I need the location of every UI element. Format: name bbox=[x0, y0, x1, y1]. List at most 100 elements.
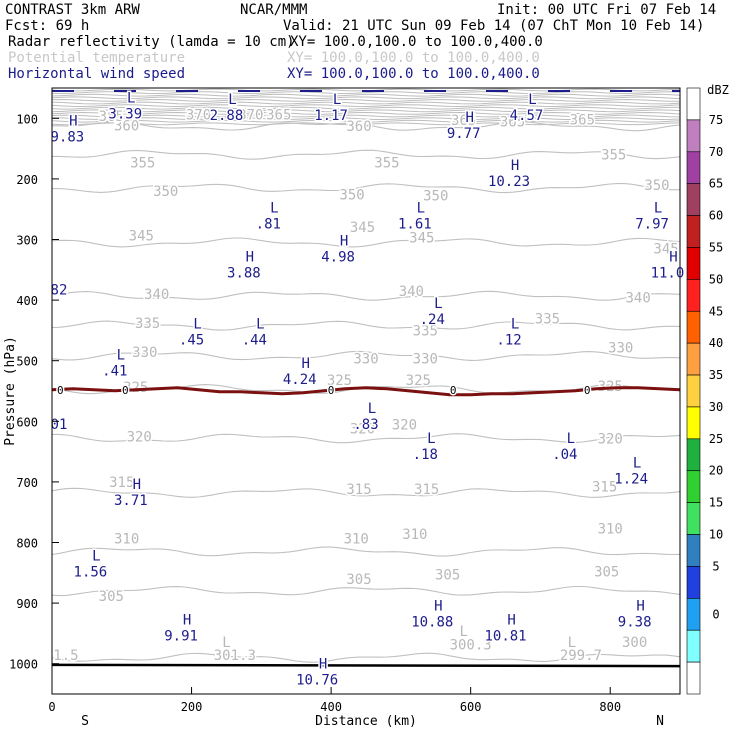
theta-label: 345 bbox=[409, 231, 434, 247]
y-tick-label: 1000 bbox=[9, 658, 38, 672]
colorbar-swatch bbox=[686, 342, 701, 376]
wind-extremum-type: H bbox=[465, 110, 473, 126]
colorbar-level: 65 bbox=[709, 177, 723, 191]
theta-label: 305 bbox=[435, 568, 460, 584]
theta-label: 305 bbox=[99, 589, 124, 605]
wind-extremum-value: 9.77 bbox=[447, 126, 481, 142]
wind-extremum-type: L bbox=[117, 348, 125, 364]
wind-extremum-value: 10.76 bbox=[296, 673, 338, 689]
theta-label: 315 bbox=[592, 480, 617, 496]
colorbar-level: 10 bbox=[709, 528, 723, 542]
theta-label: 320 bbox=[127, 429, 152, 445]
header-center: NCAR/MMM bbox=[240, 2, 308, 18]
x-tick-label: 0 bbox=[48, 700, 55, 714]
wind-extremum-value: 4.98 bbox=[321, 250, 355, 266]
y-tick-label: 800 bbox=[16, 537, 38, 551]
theta-contour-310 bbox=[51, 546, 681, 557]
colorbar-level: 20 bbox=[709, 464, 723, 478]
wind-extremum-type: L bbox=[654, 200, 662, 216]
colorbar-level: 15 bbox=[709, 496, 723, 510]
y-tick-label: 100 bbox=[16, 112, 38, 126]
colorbar-level: 30 bbox=[709, 400, 723, 414]
field-reflectivity-label: Radar reflectivity (lamda = 10 cm) bbox=[8, 34, 295, 50]
theta-label: 315 bbox=[109, 475, 134, 491]
theta-label: 330 bbox=[608, 340, 633, 356]
wind-extremum-type: L bbox=[511, 317, 519, 333]
colorbar-swatch bbox=[686, 183, 701, 216]
wind-extremum-type: H bbox=[511, 158, 519, 174]
wind-extremum-type: H bbox=[69, 114, 77, 130]
colorbar-swatch bbox=[686, 374, 701, 408]
theta-label: 325 bbox=[123, 380, 148, 396]
theta-contour-345 bbox=[51, 237, 681, 248]
colorbar-level: 45 bbox=[709, 304, 723, 318]
x-end-label-north: N bbox=[656, 714, 664, 729]
colorbar-swatch bbox=[686, 215, 701, 248]
wind-extremum-value: .04 bbox=[552, 447, 577, 463]
wind-extremum-value: 10.88 bbox=[411, 614, 453, 630]
wind-extremum-value: 1.17 bbox=[314, 108, 348, 124]
y-tick-label: 300 bbox=[16, 234, 38, 248]
wind-extremum-value: 10.23 bbox=[488, 174, 530, 190]
x-end-label-south: S bbox=[81, 714, 89, 729]
wind-extremum-value: .81 bbox=[256, 216, 281, 232]
x-tick-label: 600 bbox=[460, 700, 482, 714]
wind-extremum-type: L bbox=[333, 92, 341, 108]
wind-extremum-type: L bbox=[92, 549, 100, 565]
theta-contour-305 bbox=[51, 585, 681, 597]
theta-label: 345 bbox=[350, 220, 375, 236]
theta-label: 345 bbox=[653, 242, 678, 258]
freezing-level-contour bbox=[51, 386, 681, 397]
colorbar-level: 35 bbox=[709, 368, 723, 382]
wind-extremum-type: L bbox=[434, 296, 442, 312]
wind-extremum-value: .41 bbox=[102, 364, 127, 380]
theta-contour-top-band bbox=[51, 109, 681, 113]
theta-label: 335 bbox=[413, 323, 438, 339]
wind-extremum-type: H bbox=[246, 249, 254, 265]
colorbar-swatch bbox=[686, 598, 701, 631]
freezing-level-label: 0 bbox=[122, 384, 129, 397]
theta-contour-340 bbox=[51, 290, 681, 301]
theta-contour-300 bbox=[51, 652, 681, 663]
theta-label: 299.7 bbox=[560, 648, 602, 664]
header-valid: Valid: 21 UTC Sun 09 Feb 14 (07 ChT Mon … bbox=[283, 18, 705, 34]
theta-label: 350 bbox=[339, 188, 364, 204]
colorbar-swatch bbox=[686, 279, 701, 312]
y-tick-label: 500 bbox=[16, 355, 38, 369]
colorbar-swatch bbox=[686, 87, 701, 121]
wind-extremum-value: 4.57 bbox=[510, 108, 544, 124]
theta-label: 365 bbox=[451, 113, 476, 129]
theta-label: 310 bbox=[114, 531, 139, 547]
theta-label: 340 bbox=[399, 284, 424, 300]
wind-extremum-value: .45 bbox=[179, 333, 204, 349]
colorbar-level: 5 bbox=[712, 559, 719, 573]
theta-contour-top-band bbox=[51, 119, 681, 123]
wind-extremum-value: 2.88 bbox=[210, 108, 244, 124]
theta-label: 305 bbox=[346, 572, 371, 588]
theta-contour-320 bbox=[52, 433, 681, 444]
theta-label: 365 bbox=[266, 108, 291, 124]
wind-extremum-value: .83 bbox=[353, 417, 378, 433]
wind-extremum-type: H bbox=[301, 356, 309, 372]
freezing-level-label: 0 bbox=[328, 384, 335, 397]
colorbar-swatch bbox=[686, 502, 701, 535]
wind-extremum-value: 11.0 bbox=[651, 265, 685, 281]
colorbar-swatch bbox=[686, 310, 701, 344]
theta-label: 1.5 bbox=[53, 648, 78, 664]
header-fcst: Fcst: 69 h bbox=[5, 18, 90, 34]
wind-extremum-type: L bbox=[256, 317, 264, 333]
wind-extremum-value: 3.39 bbox=[108, 107, 142, 123]
theta-label: 345 bbox=[129, 228, 154, 244]
x-tick-label: 400 bbox=[320, 700, 342, 714]
theta-contour-360 bbox=[52, 121, 681, 132]
theta-label: 355 bbox=[374, 156, 399, 172]
theta-label: 301.3 bbox=[214, 648, 256, 664]
x-axis-label: Distance (km) bbox=[315, 714, 417, 729]
colorbar-swatch bbox=[686, 119, 701, 153]
theta-contour-335 bbox=[51, 320, 681, 331]
colorbar-title: dBZ bbox=[707, 83, 729, 97]
wind-extremum-value: 01 bbox=[51, 417, 68, 433]
colorbar-level: 75 bbox=[709, 113, 723, 127]
theta-label: 365 bbox=[570, 113, 595, 129]
